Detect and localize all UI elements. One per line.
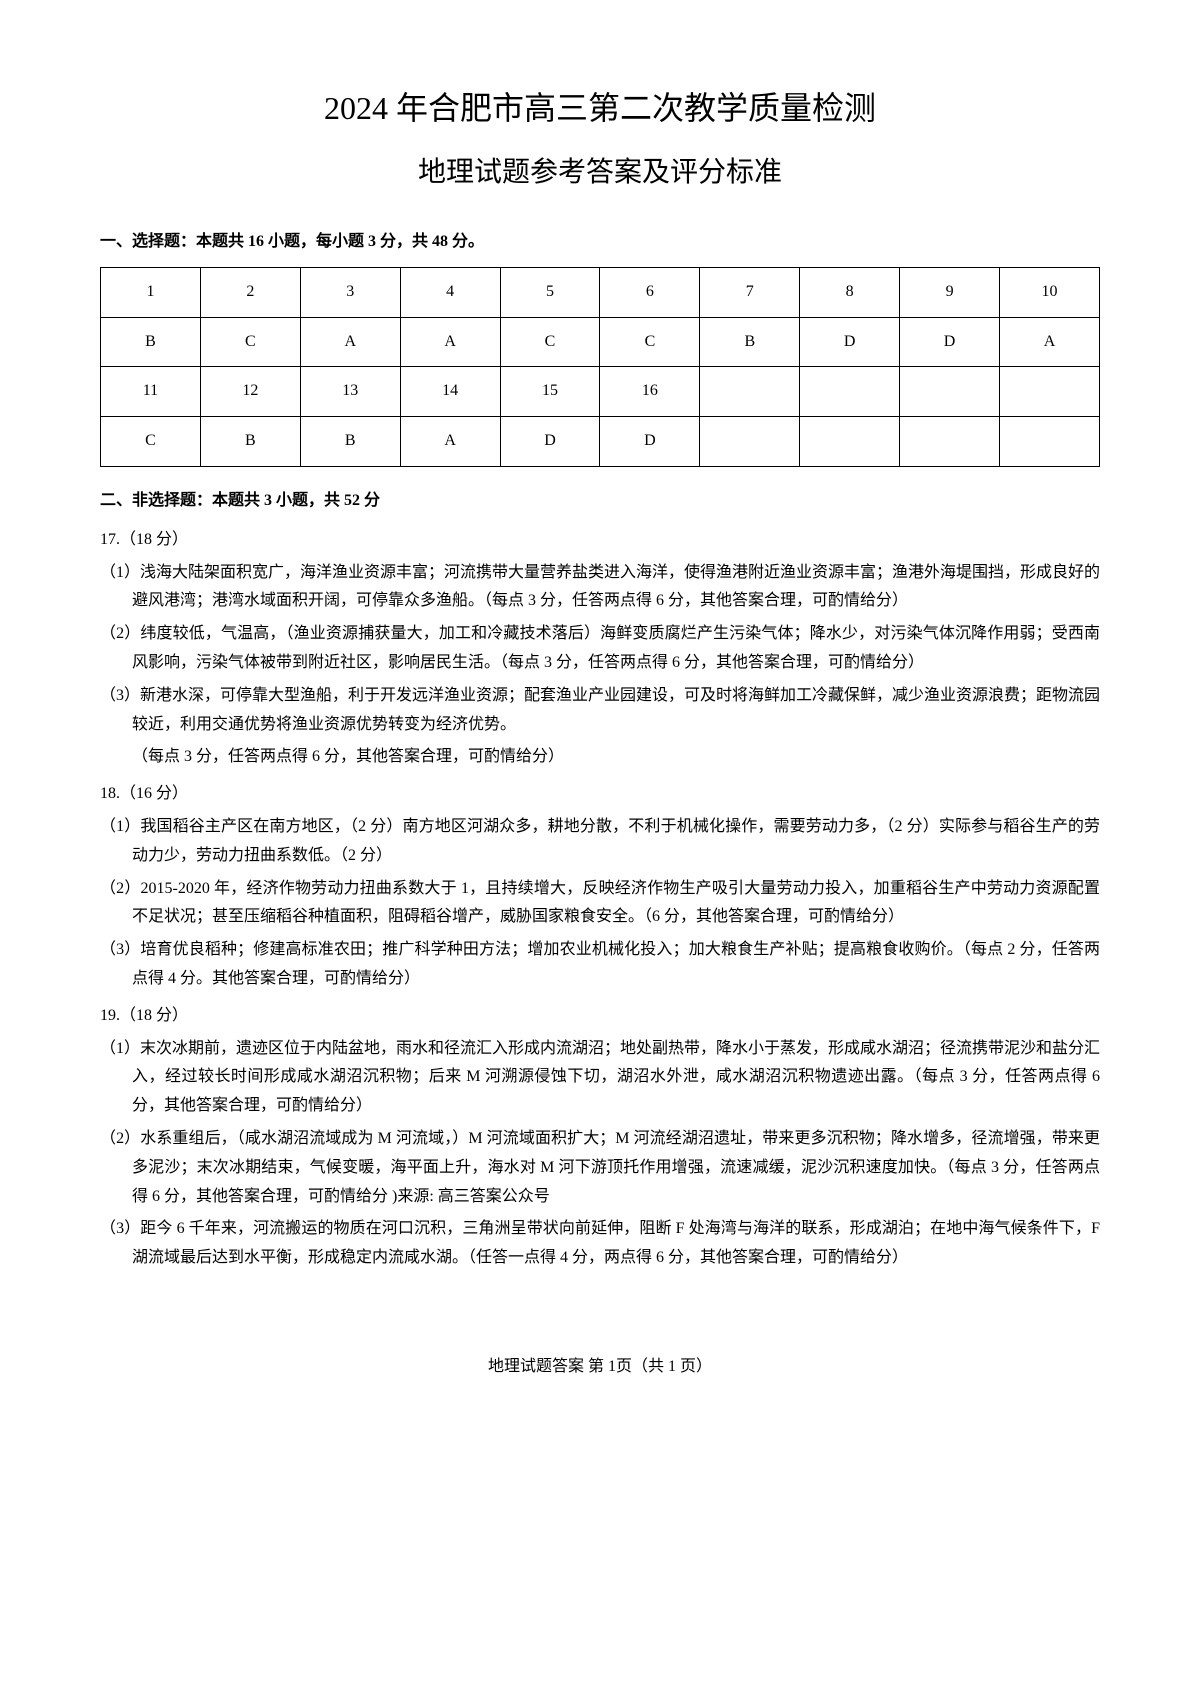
- table-cell: 12: [200, 367, 300, 417]
- q18-a3: （3）培育优良稻种；修建高标准农田；推广科学种田方法；增加农业机械化投入；加大粮…: [100, 936, 1100, 994]
- title-main: 2024 年合肥市高三第二次教学质量检测: [100, 80, 1100, 138]
- table-cell: B: [300, 417, 400, 467]
- answer-table: 1 2 3 4 5 6 7 8 9 10 B C A A C C B D D A…: [100, 267, 1100, 467]
- q19-num: 19.（18 分）: [100, 1002, 1100, 1031]
- table-cell: 15: [500, 367, 600, 417]
- table-row: 1 2 3 4 5 6 7 8 9 10: [101, 267, 1100, 317]
- table-cell: [1000, 367, 1100, 417]
- table-cell: B: [700, 317, 800, 367]
- table-cell: 16: [600, 367, 700, 417]
- table-cell: 14: [400, 367, 500, 417]
- footer: 地理试题答案 第 1页（共 1 页）: [100, 1353, 1100, 1382]
- table-cell: 6: [600, 267, 700, 317]
- q17-a3: （3）新港水深，可停靠大型渔船，利于开发远洋渔业资源；配套渔业产业园建设，可及时…: [100, 682, 1100, 740]
- table-cell: [900, 367, 1000, 417]
- table-cell: [800, 367, 900, 417]
- table-cell: 9: [900, 267, 1000, 317]
- table-cell: 8: [800, 267, 900, 317]
- table-cell: C: [600, 317, 700, 367]
- table-cell: C: [200, 317, 300, 367]
- table-cell: 4: [400, 267, 500, 317]
- table-cell: [1000, 417, 1100, 467]
- table-cell: A: [400, 317, 500, 367]
- table-cell: 3: [300, 267, 400, 317]
- table-cell: [800, 417, 900, 467]
- table-row: B C A A C C B D D A: [101, 317, 1100, 367]
- q17-a3-note: （每点 3 分，任答两点得 6 分，其他答案合理，可酌情给分）: [100, 743, 1100, 772]
- table-cell: 13: [300, 367, 400, 417]
- table-row: C B B A D D: [101, 417, 1100, 467]
- q17-num: 17.（18 分）: [100, 526, 1100, 555]
- q19-a3: （3）距今 6 千年来，河流搬运的物质在河口沉积，三角洲呈带状向前延伸，阻断 F…: [100, 1215, 1100, 1273]
- section2-heading: 二、非选择题：本题共 3 小题，共 52 分: [100, 487, 1100, 516]
- table-cell: 1: [101, 267, 201, 317]
- table-cell: [700, 367, 800, 417]
- table-cell: 10: [1000, 267, 1100, 317]
- table-cell: D: [600, 417, 700, 467]
- q19-a2: （2）水系重组后，（咸水湖沼流域成为 M 河流域，）M 河流域面积扩大；M 河流…: [100, 1125, 1100, 1211]
- table-cell: [700, 417, 800, 467]
- table-cell: 11: [101, 367, 201, 417]
- q18-a1: （1）我国稻谷主产区在南方地区，（2 分）南方地区河湖众多，耕地分散，不利于机械…: [100, 813, 1100, 871]
- table-cell: C: [500, 317, 600, 367]
- table-cell: C: [101, 417, 201, 467]
- table-cell: 7: [700, 267, 800, 317]
- table-cell: B: [101, 317, 201, 367]
- section1-heading: 一、选择题：本题共 16 小题，每小题 3 分，共 48 分。: [100, 228, 1100, 257]
- q17-a2: （2）纬度较低，气温高，（渔业资源捕获量大，加工和冷藏技术落后）海鲜变质腐烂产生…: [100, 620, 1100, 678]
- table-cell: D: [800, 317, 900, 367]
- table-cell: B: [200, 417, 300, 467]
- table-cell: 5: [500, 267, 600, 317]
- table-cell: [900, 417, 1000, 467]
- table-cell: A: [400, 417, 500, 467]
- q18-num: 18.（16 分）: [100, 780, 1100, 809]
- q18-a2: （2）2015-2020 年，经济作物劳动力扭曲系数大于 1，且持续增大，反映经…: [100, 875, 1100, 933]
- table-cell: D: [900, 317, 1000, 367]
- table-cell: A: [300, 317, 400, 367]
- table-cell: 2: [200, 267, 300, 317]
- q17-a1: （1）浅海大陆架面积宽广，海洋渔业资源丰富；河流携带大量营养盐类进入海洋，使得渔…: [100, 559, 1100, 617]
- table-cell: D: [500, 417, 600, 467]
- title-sub: 地理试题参考答案及评分标准: [100, 148, 1100, 198]
- table-row: 11 12 13 14 15 16: [101, 367, 1100, 417]
- table-cell: A: [1000, 317, 1100, 367]
- q19-a1: （1）末次冰期前，遗迹区位于内陆盆地，雨水和径流汇入形成内流湖沼；地处副热带，降…: [100, 1035, 1100, 1121]
